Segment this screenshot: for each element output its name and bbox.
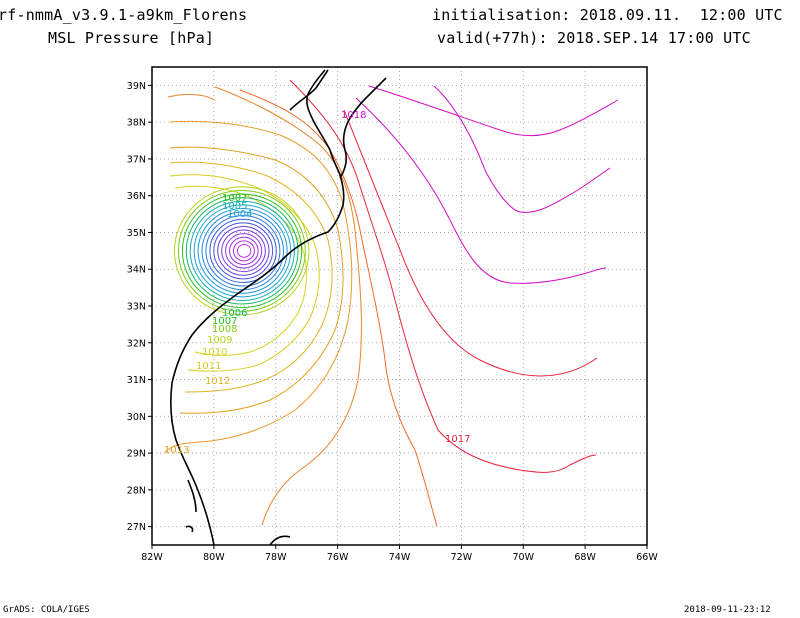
x-tick-label: 76W xyxy=(327,552,349,563)
footer-credit: GrADS: COLA/IGES xyxy=(3,605,90,615)
x-tick-label: 68W xyxy=(574,552,596,563)
y-tick-label: 32N xyxy=(127,338,146,349)
isobar-ring xyxy=(174,186,310,316)
label-1007-south: 1007 xyxy=(212,316,237,327)
x-tick-label: 78W xyxy=(265,552,287,563)
label-1005: 1005 xyxy=(222,201,247,212)
y-tick-label: 36N xyxy=(127,191,146,202)
y-tick-label: 27N xyxy=(127,522,146,533)
y-axis-ticks: 27N 28N 29N 30N 31N 32N 33N 34N 35N 36N 37N 38N 39N xyxy=(127,81,152,533)
isobar-1017 xyxy=(343,109,598,377)
y-tick-label: 28N xyxy=(127,485,146,496)
label-1013: 1013 xyxy=(164,445,189,456)
y-tick-label: 35N xyxy=(127,228,146,239)
isobar-1010 xyxy=(174,185,307,356)
x-tick-label: 82W xyxy=(141,552,163,563)
label-1018: 1018 xyxy=(341,110,366,121)
x-tick-label: 70W xyxy=(513,552,535,563)
isobar-1018c xyxy=(355,97,607,284)
isobar-1017b xyxy=(289,79,597,473)
x-tick-label: 80W xyxy=(203,552,225,563)
low-pressure-rings xyxy=(174,186,310,316)
y-tick-label: 30N xyxy=(127,412,146,423)
x-tick-label: 66W xyxy=(636,552,658,563)
model-title: rf-nmmA_v3.9.1-a9km_Florens xyxy=(0,6,248,24)
label-1017: 1017 xyxy=(445,434,470,445)
isobar-1015b xyxy=(167,93,216,101)
y-tick-label: 34N xyxy=(127,265,146,276)
label-1006: 1006 xyxy=(222,308,247,319)
isobar-1012 xyxy=(169,161,333,393)
isobar-ring xyxy=(221,229,266,273)
isobar-ring xyxy=(205,215,281,287)
isobar-ring xyxy=(181,193,303,309)
label-1007-north: 1007 xyxy=(222,193,247,204)
y-tick-label: 37N xyxy=(127,154,146,165)
label-1011: 1011 xyxy=(196,361,221,372)
y-tick-label: 31N xyxy=(127,375,146,386)
label-1012: 1012 xyxy=(205,376,230,387)
label-1004: 1004 xyxy=(227,209,252,220)
coastline xyxy=(170,69,387,545)
init-time: initialisation: 2018.09.11. 12:00 UTC xyxy=(432,6,783,24)
isobar-ring xyxy=(229,236,259,265)
isobar-1015 xyxy=(214,86,362,526)
isobar-1018 xyxy=(368,85,619,137)
map-grid xyxy=(152,67,647,545)
isobar-ring xyxy=(232,240,255,262)
isobar-ring xyxy=(213,222,274,280)
label-1010: 1010 xyxy=(202,347,227,358)
isobar-ring xyxy=(189,200,295,301)
field-title: MSL Pressure [hPa] xyxy=(48,29,215,47)
isobar-ring xyxy=(217,225,270,276)
isobars xyxy=(164,79,619,527)
isobar-1018b xyxy=(433,85,611,213)
label-1009: 1009 xyxy=(207,335,232,346)
footer-timestamp: 2018-09-11-23:12 xyxy=(684,605,771,615)
y-tick-label: 38N xyxy=(127,118,146,129)
isobar-ring xyxy=(177,189,306,312)
isobar-ring xyxy=(236,243,252,258)
isobar-1016 xyxy=(239,89,438,527)
contour-labels: 1018 1017 1013 1012 1011 1010 1009 1008 … xyxy=(164,110,470,456)
valid-time: valid(+77h): 2018.SEP.14 17:00 UTC xyxy=(437,29,751,47)
isobar-1014 xyxy=(164,120,353,453)
x-tick-label: 74W xyxy=(389,552,411,563)
y-tick-label: 29N xyxy=(127,449,146,460)
isobar-ring xyxy=(209,218,277,283)
isobar-ring xyxy=(185,197,299,305)
y-tick-label: 39N xyxy=(127,81,146,92)
y-tick-label: 33N xyxy=(127,302,146,313)
isobar-1013 xyxy=(169,146,344,414)
x-axis-ticks: 82W 80W 78W 76W 74W 72W 70W 68W 66W xyxy=(141,545,658,563)
isobar-ring xyxy=(225,233,263,269)
isobar-1011 xyxy=(169,174,320,372)
isobar-ring xyxy=(197,207,288,294)
label-1008: 1008 xyxy=(212,324,237,335)
x-tick-label: 72W xyxy=(451,552,473,563)
